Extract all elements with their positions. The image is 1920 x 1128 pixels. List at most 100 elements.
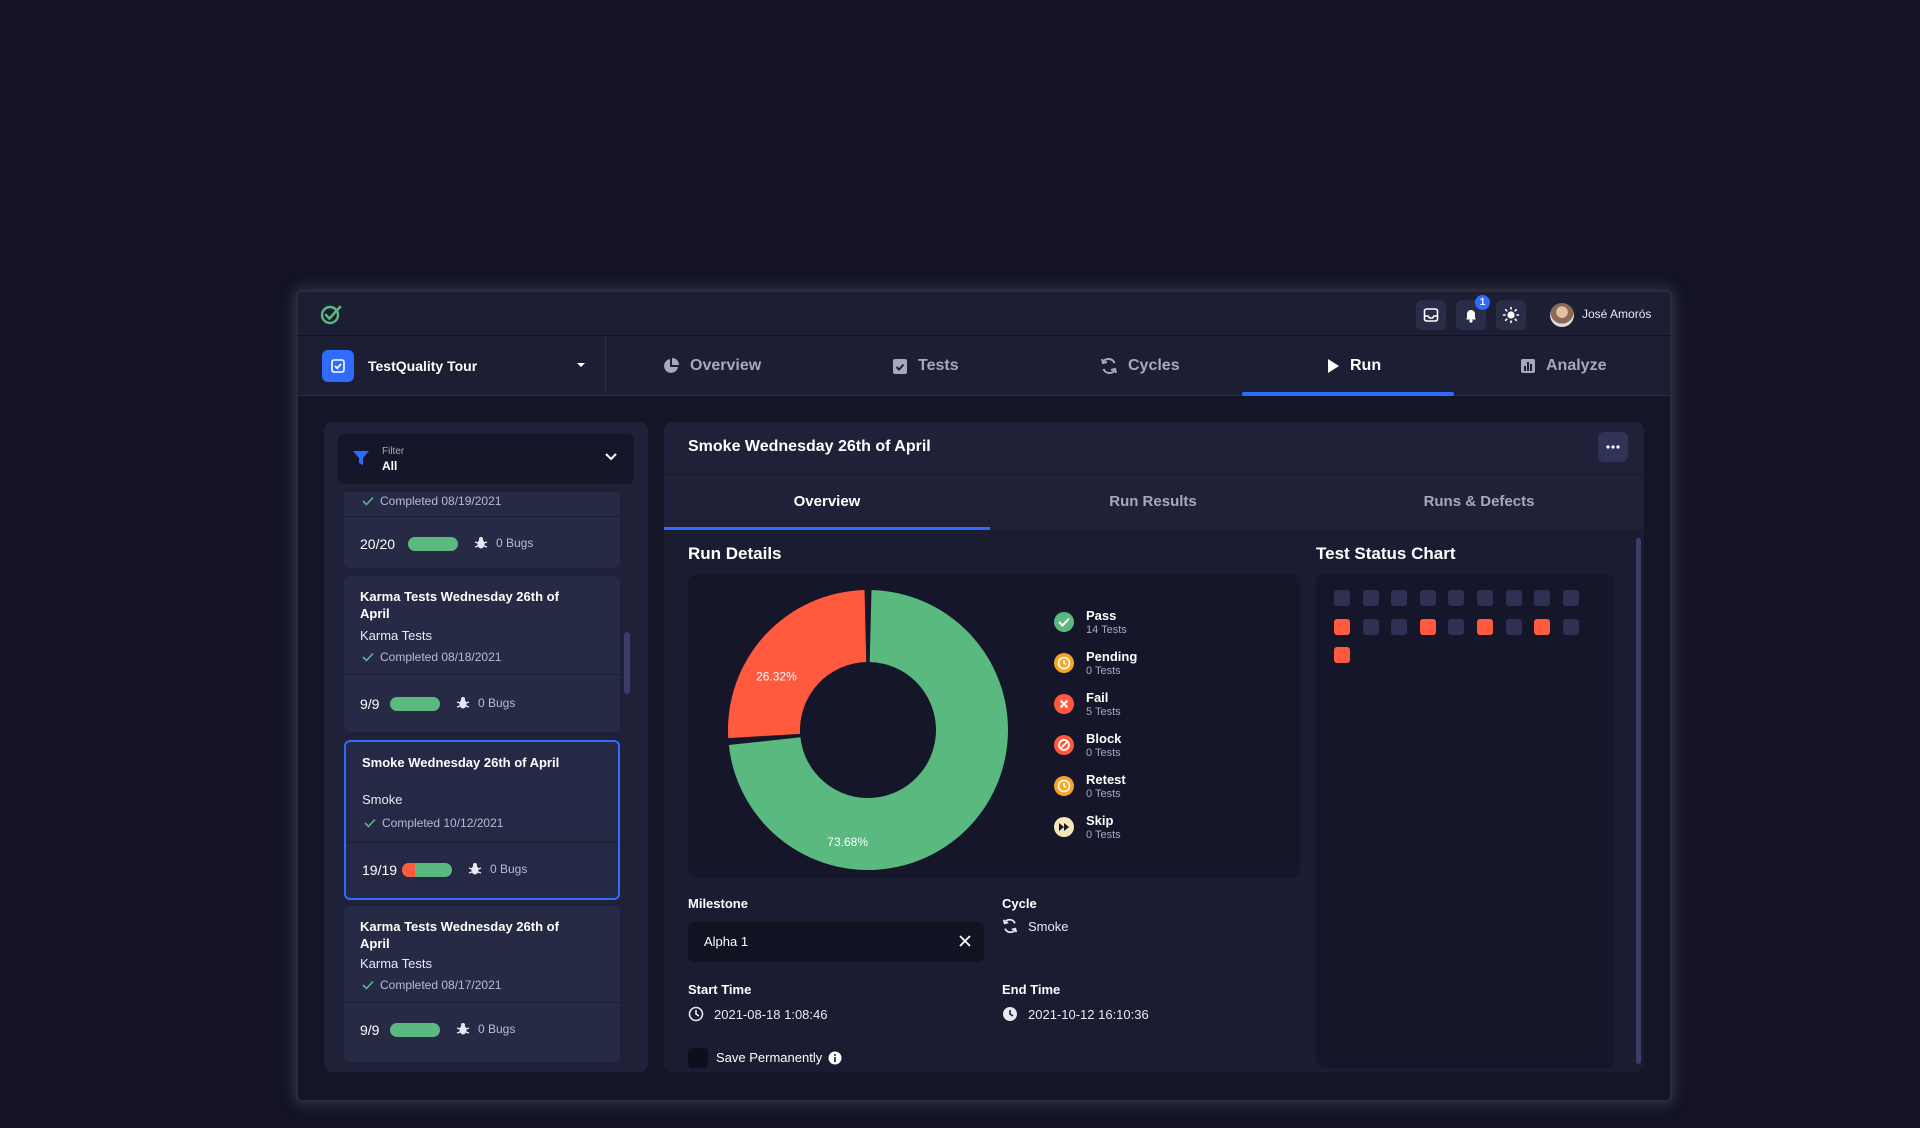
test-status-chart-heading: Test Status Chart — [1316, 544, 1456, 563]
inbox-icon[interactable] — [1416, 300, 1446, 330]
filter-label: Filter — [382, 446, 405, 457]
start-time-value: 2021-08-18 1:08:46 — [714, 1006, 828, 1022]
test-status-cell[interactable] — [1419, 618, 1436, 635]
legend-item-retest[interactable]: Retest 0 Tests — [1054, 772, 1234, 808]
save-permanently-label[interactable]: Save Permanently — [716, 1050, 842, 1065]
test-status-cell[interactable] — [1448, 618, 1465, 635]
tab-run-results[interactable]: Run Results — [1109, 492, 1197, 510]
tab-run-overview[interactable]: Overview — [793, 492, 861, 510]
card-divider — [344, 674, 620, 675]
test-status-cell[interactable] — [1448, 590, 1465, 606]
run-list-scrollbar[interactable] — [624, 632, 630, 694]
test-status-cell[interactable] — [1505, 590, 1522, 606]
run-card[interactable]: Karma Tests Wednesday 26th of April Karm… — [344, 906, 620, 1062]
tab-run-label: Run — [1350, 357, 1382, 374]
legend-count: 0 Tests — [1086, 829, 1121, 841]
test-status-cell[interactable] — [1534, 618, 1551, 635]
tab-overview-label: Overview — [690, 357, 762, 374]
theme-sun-icon[interactable] — [1496, 300, 1526, 330]
run-progress-bar — [390, 1023, 440, 1037]
bugs-count: 0 Bugs — [474, 536, 533, 550]
bugs-count: 0 Bugs — [456, 696, 515, 710]
completed-date: Completed 10/12/2021 — [382, 816, 504, 830]
end-time-row[interactable]: 2021-10-12 16:10:36 — [1002, 1006, 1149, 1022]
save-permanently-checkbox[interactable] — [688, 1048, 708, 1068]
run-detail-panel: Smoke Wednesday 26th of April Overview R… — [664, 422, 1644, 1072]
project-selector[interactable]: TestQuality Tour — [298, 336, 606, 396]
test-status-cell[interactable] — [1362, 590, 1379, 606]
avatar[interactable] — [1550, 303, 1574, 327]
notification-badge: 1 — [1475, 295, 1490, 310]
test-status-cell[interactable] — [1391, 618, 1408, 635]
tab-run[interactable]: Run — [1326, 336, 1381, 396]
pending-status-icon — [1054, 653, 1074, 673]
notification-bell-icon[interactable]: 1 — [1456, 295, 1490, 330]
bugs-count: 0 Bugs — [468, 862, 527, 876]
run-progress-bar — [390, 697, 440, 711]
project-name: TestQuality Tour — [368, 358, 478, 374]
completed-status: Completed 08/17/2021 — [362, 978, 501, 992]
info-icon[interactable] — [828, 1051, 842, 1065]
tab-cycles[interactable]: Cycles — [1100, 336, 1180, 396]
run-card[interactable]: Karma Tests Wednesday 26th of April Karm… — [344, 576, 620, 732]
milestone-field[interactable]: Alpha 1 — [688, 922, 984, 962]
legend-item-block[interactable]: Block 0 Tests — [1054, 731, 1234, 767]
slice-percent-label: 26.32% — [756, 670, 797, 684]
tab-overview[interactable]: Overview — [662, 336, 761, 396]
more-options-button[interactable] — [1598, 432, 1628, 462]
run-count: 9/9 — [360, 1022, 380, 1038]
run-card-selected[interactable]: Smoke Wednesday 26th of April Smoke Comp… — [344, 740, 620, 900]
legend-name: Skip — [1086, 813, 1114, 828]
legend-item-pending[interactable]: Pending 0 Tests — [1054, 649, 1234, 685]
start-time-row[interactable]: 2021-08-18 1:08:46 — [688, 1006, 827, 1022]
test-status-cell[interactable] — [1362, 618, 1379, 635]
run-count: 19/19 — [362, 862, 398, 878]
legend-item-skip[interactable]: Skip 0 Tests — [1054, 813, 1234, 849]
test-status-cell[interactable] — [1562, 590, 1579, 606]
app-window: 1 José Amorós TestQuality Tour Overview … — [298, 292, 1670, 1100]
test-status-cell[interactable] — [1334, 618, 1350, 635]
test-status-cell[interactable] — [1334, 590, 1350, 606]
bugs-label: 0 Bugs — [496, 536, 534, 550]
run-progress-bar — [402, 863, 452, 877]
legend-item-fail[interactable]: Fail 5 Tests — [1054, 690, 1234, 726]
check-icon — [362, 652, 374, 662]
donut-slice-pass[interactable] — [728, 590, 1008, 870]
test-status-cell[interactable] — [1477, 618, 1493, 635]
milestone-value: Alpha 1 — [704, 934, 749, 949]
filter-funnel-icon — [353, 451, 369, 465]
filter-value: All — [382, 459, 398, 473]
testquality-logo-icon[interactable] — [320, 303, 342, 325]
cycle-value-row[interactable]: Smoke — [1002, 918, 1068, 934]
content-scrollbar[interactable] — [1636, 538, 1641, 1064]
legend-name: Fail — [1086, 690, 1109, 705]
tab-tests[interactable]: Tests — [892, 336, 959, 396]
test-status-cell[interactable] — [1477, 590, 1493, 606]
end-time-label: End Time — [1002, 982, 1061, 997]
tab-runs-defects[interactable]: Runs & Defects — [1423, 492, 1535, 510]
donut-slice-fail[interactable] — [728, 590, 867, 739]
cycle-value: Smoke — [1028, 918, 1069, 934]
filter-dropdown[interactable]: Filter All — [338, 434, 634, 484]
test-status-cell[interactable] — [1562, 618, 1579, 635]
clear-icon[interactable] — [956, 932, 974, 950]
retest-status-icon — [1054, 776, 1074, 796]
test-status-cell[interactable] — [1419, 590, 1436, 606]
project-checklist-icon — [322, 350, 354, 382]
test-status-cell[interactable] — [1391, 590, 1408, 606]
test-status-cell[interactable] — [1534, 590, 1551, 606]
run-count: 20/20 — [360, 536, 396, 552]
bugs-label: 0 Bugs — [478, 696, 516, 710]
bug-icon — [456, 697, 470, 709]
legend-item-pass[interactable]: Pass 14 Tests — [1054, 608, 1234, 644]
user-name[interactable]: José Amorós — [1582, 307, 1652, 321]
legend-count: 14 Tests — [1086, 624, 1127, 636]
run-card[interactable]: Completed 08/19/2021 20/20 0 Bugs — [344, 492, 620, 568]
tab-analyze[interactable]: Analyze — [1520, 336, 1606, 396]
test-status-cell[interactable] — [1505, 618, 1522, 635]
run-title: Smoke Wednesday 26th of April — [362, 755, 560, 770]
tab-analyze-label: Analyze — [1546, 357, 1607, 374]
completed-date: Completed 08/18/2021 — [380, 650, 502, 664]
card-divider — [344, 1002, 620, 1003]
test-status-cell[interactable] — [1334, 647, 1350, 664]
